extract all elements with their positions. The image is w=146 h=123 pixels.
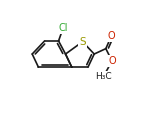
Text: S: S <box>79 37 86 47</box>
Text: Cl: Cl <box>58 23 68 33</box>
Text: O: O <box>108 56 116 66</box>
Text: O: O <box>107 31 115 41</box>
Text: H₃C: H₃C <box>95 72 112 81</box>
